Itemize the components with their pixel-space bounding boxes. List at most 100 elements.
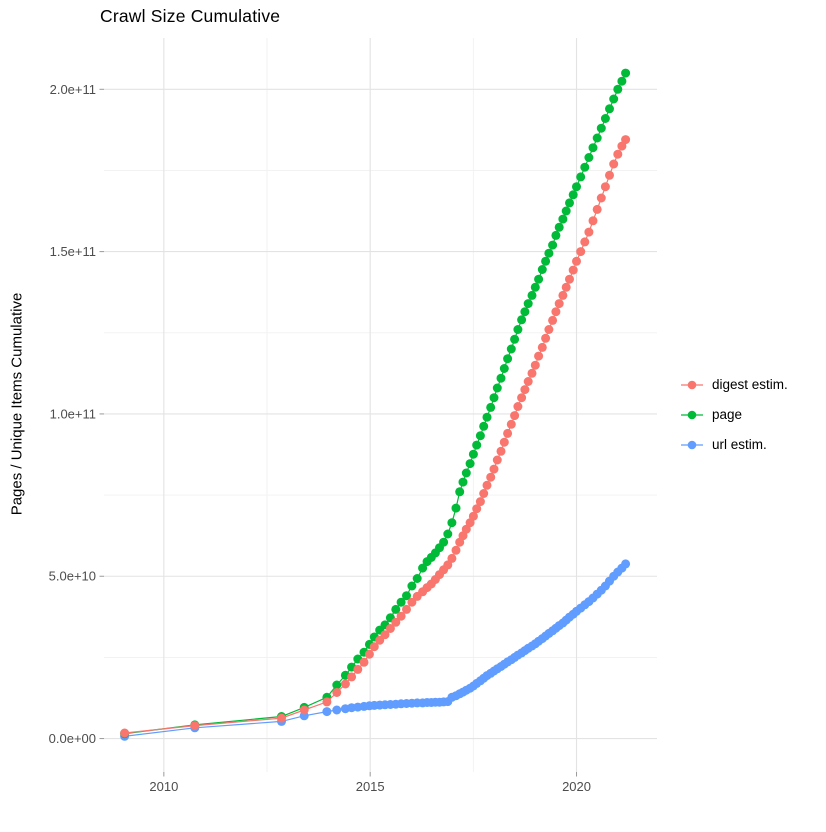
- data-point-page: [475, 431, 485, 441]
- data-point-digest: [468, 511, 478, 521]
- data-point-page: [534, 274, 544, 284]
- x-tick-label: 2015: [356, 779, 385, 794]
- legend-key-url-icon: [681, 440, 703, 449]
- data-point-page: [576, 172, 586, 182]
- data-point-digest: [554, 299, 564, 309]
- data-point-page: [407, 581, 417, 591]
- data-point-digest: [584, 227, 594, 237]
- data-point-page: [558, 214, 568, 224]
- data-point-digest: [499, 437, 509, 447]
- data-point-digest: [621, 135, 631, 145]
- data-point-digest: [479, 489, 489, 498]
- x-tick-label: 2010: [149, 779, 178, 794]
- data-point-page: [588, 143, 598, 153]
- data-point-digest: [513, 402, 523, 411]
- data-point-page: [548, 240, 558, 250]
- data-point-page: [584, 153, 594, 162]
- data-point-page: [451, 503, 461, 513]
- data-point-page: [551, 230, 561, 240]
- data-point-page: [506, 344, 516, 354]
- data-point-digest: [443, 560, 453, 570]
- data-point-digest: [364, 649, 374, 659]
- data-point-page: [554, 222, 564, 232]
- data-point-page: [592, 133, 602, 143]
- data-point-page: [332, 680, 342, 690]
- data-point-digest: [510, 411, 520, 421]
- data-point-digest: [548, 315, 558, 325]
- data-point-digest: [565, 274, 574, 284]
- data-point-page: [523, 299, 533, 309]
- data-point-page: [580, 162, 590, 172]
- data-point-page: [537, 265, 547, 274]
- x-tick-label: 2020: [562, 779, 591, 794]
- data-point-page: [439, 537, 449, 547]
- data-point-digest: [472, 504, 482, 514]
- data-point-page: [396, 597, 406, 607]
- data-point-digest: [461, 524, 471, 534]
- data-point-digest: [299, 705, 309, 715]
- data-point-digest: [486, 472, 496, 482]
- data-point-digest: [568, 265, 578, 275]
- legend-key-dot: [687, 410, 697, 419]
- data-point-digest: [447, 553, 457, 563]
- axis-layer: 2010 2015 2020 0.0e+00 5.0e+10 1.0e+11 1.5e+11…: [49, 82, 591, 794]
- data-point-digest: [534, 351, 544, 361]
- legend-item-url: url estim.: [681, 437, 788, 452]
- data-point-page: [489, 393, 499, 403]
- legend: digest estim. page url estim.: [681, 377, 788, 452]
- data-point-digest: [558, 290, 568, 300]
- data-point-page: [565, 198, 574, 208]
- data-point-page: [412, 574, 422, 583]
- data-point-digest: [541, 333, 551, 343]
- data-point-digest: [572, 256, 581, 266]
- data-point-digest: [402, 604, 411, 614]
- data-point-url: [322, 707, 332, 717]
- y-tick-label: 0.0e+00: [49, 731, 96, 746]
- data-point-digest: [353, 664, 363, 674]
- data-point-page: [492, 383, 502, 393]
- data-point-digest: [613, 149, 623, 159]
- data-point-digest: [451, 545, 461, 555]
- data-point-page: [520, 307, 530, 317]
- data-point-page: [510, 334, 520, 344]
- data-point-page: [447, 518, 457, 528]
- data-point-url: [332, 705, 342, 715]
- data-point-page: [496, 373, 506, 383]
- data-point-digest: [492, 455, 502, 465]
- data-point-page: [621, 68, 631, 78]
- data-point-digest: [561, 282, 571, 292]
- data-point-page: [605, 104, 614, 114]
- data-point-digest: [551, 307, 561, 317]
- data-point-page: [479, 421, 489, 431]
- data-point-page: [609, 94, 619, 104]
- data-point-digest: [359, 657, 369, 667]
- data-point-digest: [596, 193, 606, 203]
- data-point-digest: [523, 377, 533, 386]
- data-point-page: [513, 325, 523, 334]
- data-point-digest: [369, 642, 379, 652]
- data-point-digest: [475, 497, 485, 507]
- data-point-digest: [407, 597, 417, 607]
- data-point-page: [402, 591, 411, 601]
- data-point-digest: [277, 713, 286, 723]
- data-point-digest: [600, 182, 610, 192]
- chart-title: Crawl Size Cumulative: [100, 6, 281, 26]
- data-point-digest: [322, 697, 332, 707]
- series-url: [120, 559, 631, 741]
- data-point-page: [613, 84, 623, 94]
- data-point-digest: [489, 464, 499, 474]
- data-point-page: [617, 76, 627, 86]
- data-point-digest: [496, 446, 506, 456]
- data-point-page: [503, 354, 513, 364]
- legend-key-page-icon: [681, 410, 703, 419]
- data-point-digest: [576, 247, 586, 257]
- y-tick-label: 1.0e+11: [50, 406, 96, 421]
- data-point-page: [472, 440, 482, 450]
- data-point-page: [482, 412, 492, 422]
- y-axis-title: Pages / Unique Items Cumulative: [8, 292, 26, 516]
- data-point-digest: [517, 393, 527, 403]
- data-point-digest: [385, 624, 395, 633]
- data-point-digest: [588, 216, 598, 226]
- data-point-page: [391, 604, 401, 614]
- data-point-digest: [506, 419, 516, 429]
